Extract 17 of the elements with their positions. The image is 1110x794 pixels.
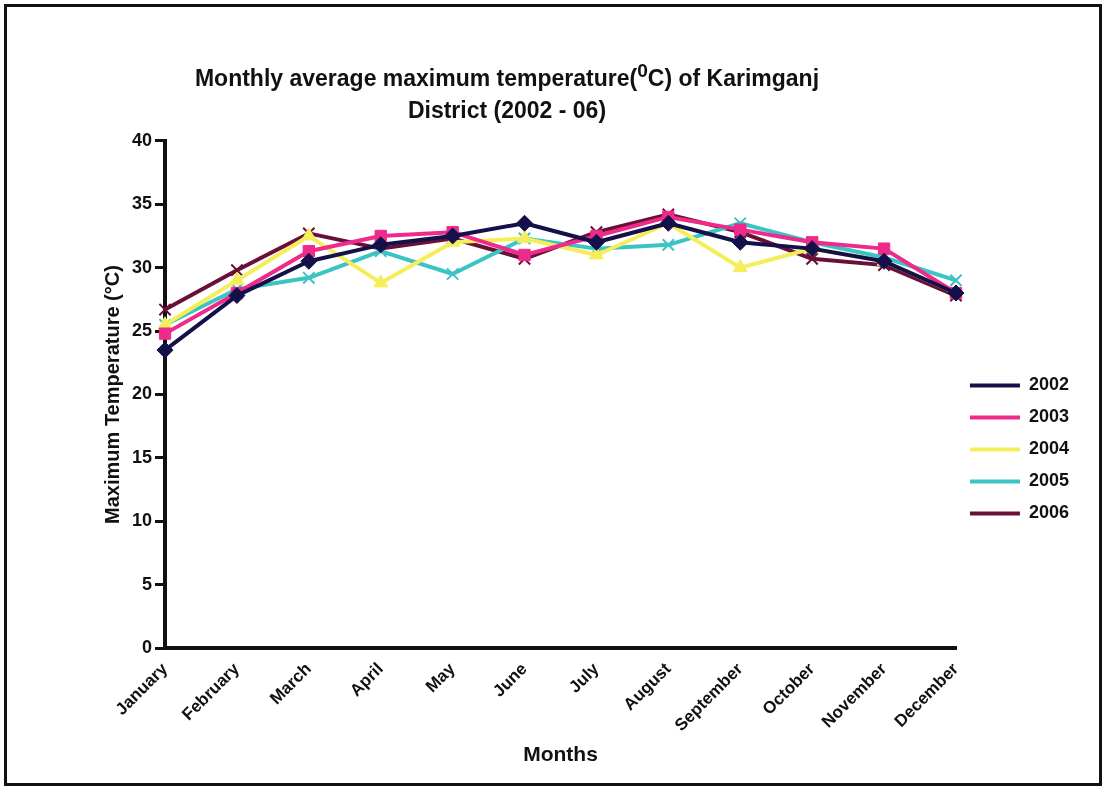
chart-title: Monthly average maximum temperature($^{0}$C) of Karimganj District (2002 - 06): [194, 60, 820, 123]
legend-label: 2004: [1028, 438, 1069, 459]
y-tick-label: 20: [131, 383, 153, 404]
y-tick-label: 25: [131, 320, 153, 341]
legend-label: 2002: [1028, 374, 1069, 395]
legend-label: 2005: [1028, 470, 1069, 491]
y-tick-label: 40: [131, 129, 153, 150]
legend-label: 2003: [1028, 406, 1069, 427]
y-tick-label: 0: [142, 637, 153, 658]
y-tick-label: 10: [131, 510, 153, 531]
y-tick-label: 35: [131, 193, 153, 214]
legend-label: 2006: [1028, 502, 1069, 523]
y-tick-label: 15: [131, 446, 153, 467]
x-axis-title: Months: [523, 742, 598, 766]
y-tick-label: 30: [131, 256, 153, 277]
y-axis-title: Maximum Temperature (°C): [100, 265, 123, 524]
y-tick-label: 5: [142, 573, 153, 594]
